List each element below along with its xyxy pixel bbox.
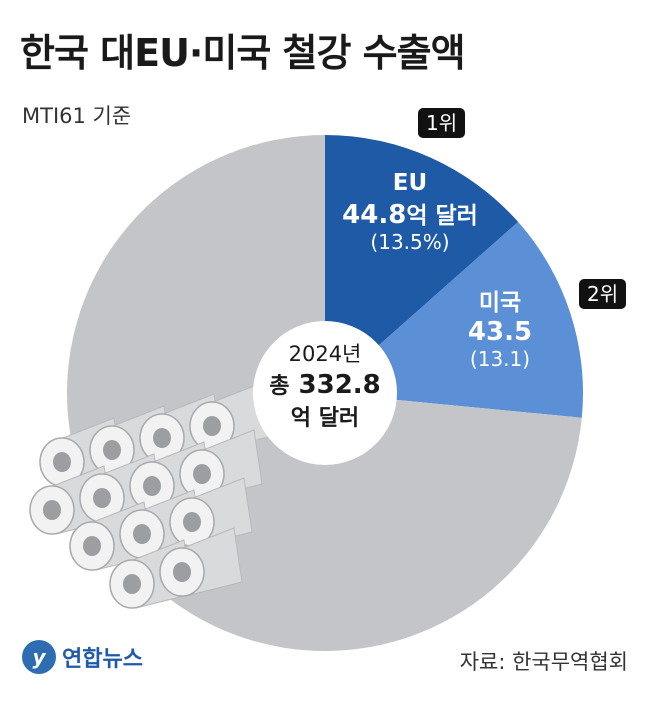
slice-percent-eu: (13.5%) (370, 230, 450, 254)
steel-coil-icon (169, 477, 253, 547)
slice-value-eu: 44.8억 달러 (342, 200, 478, 230)
rank-badge-us: 2위 (579, 279, 627, 309)
slice-percent-us: (13.1) (469, 347, 531, 371)
steel-coil-icon (179, 429, 263, 499)
source-note: 자료: 한국무역협회 (459, 650, 628, 674)
steel-coil-icon (159, 527, 243, 597)
center-year: 2024년 (288, 342, 362, 366)
yonhap-logo-text: 연합뉴스 (62, 647, 143, 672)
slice-label-eu: EU 44.8억 달러 (13.5%) (320, 170, 500, 254)
chart-subtitle: MTI61 기준 (22, 104, 132, 128)
slice-value-us: 43.5 (467, 317, 533, 347)
rank-badge-eu: 1위 (418, 108, 466, 138)
yonhap-logo-icon: y (22, 640, 56, 674)
center-total: 총 332.8 (269, 370, 381, 400)
center-unit: 억 달러 (290, 406, 360, 431)
donut-hole (253, 321, 397, 465)
pie-slice-eu (325, 135, 519, 393)
yonhap-logo: y 연합뉴스 (22, 640, 143, 674)
donut-center-label: 2024년 총 332.8 억 달러 (255, 338, 395, 432)
slice-name-us: 미국 (478, 290, 522, 316)
chart-title: 한국 대EU·미국 철강 수출액 (20, 31, 466, 75)
slice-name-eu: EU (392, 170, 428, 196)
slice-label-us: 미국 43.5 (13.1) (445, 283, 555, 371)
steel-coils-illustration (29, 381, 273, 609)
